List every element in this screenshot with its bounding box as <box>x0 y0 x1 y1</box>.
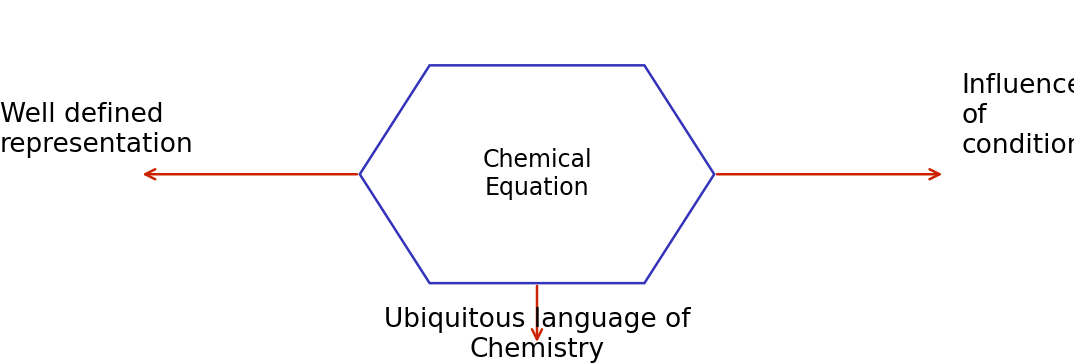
Text: Chemical
Equation: Chemical Equation <box>482 148 592 200</box>
Text: Influence
of
conditions: Influence of conditions <box>961 73 1074 159</box>
Text: Well defined
representation: Well defined representation <box>0 102 193 158</box>
Text: Ubiquitous language of
Chemistry: Ubiquitous language of Chemistry <box>383 307 691 363</box>
